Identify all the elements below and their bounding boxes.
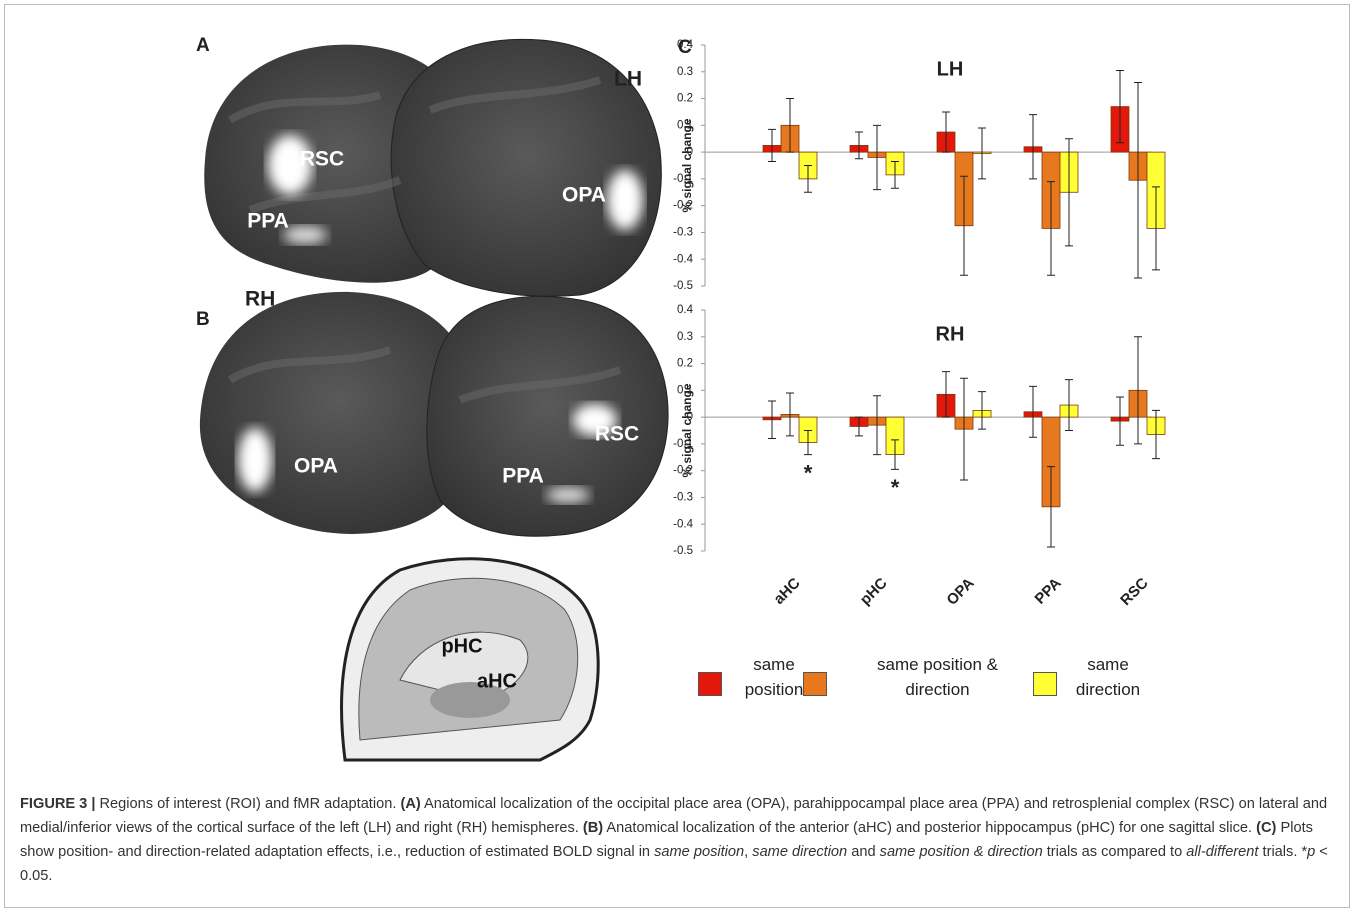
caption-run: Anatomical localization of the anterior … <box>603 820 1256 836</box>
caption-run: same position <box>654 844 744 860</box>
legend-swatch <box>698 672 722 696</box>
legend-swatch <box>1033 672 1057 696</box>
region-label: OPA <box>562 184 606 207</box>
caption-run: all-different <box>1186 844 1258 860</box>
hemisphere-label: LH <box>614 68 642 91</box>
panel-label: B <box>196 309 210 330</box>
x-tick-label: PPA <box>1032 574 1065 607</box>
brain-rh <box>200 292 668 536</box>
chart-title: RH <box>936 323 965 345</box>
y-tick-label: 0.4 <box>677 39 694 51</box>
region-label: pHC <box>441 635 482 657</box>
sagittal-slice <box>342 559 599 760</box>
y-tick-label: -0.4 <box>673 518 693 530</box>
caption-run: and <box>847 844 879 860</box>
chart-title: LH <box>937 58 964 80</box>
legend-label: same position & direction <box>845 652 1030 702</box>
caption-run: (A) <box>400 796 420 812</box>
region-label: aHC <box>477 670 517 692</box>
region-label: RSC <box>595 423 639 446</box>
y-axis-label: % signal change <box>680 118 694 212</box>
region-label: OPA <box>294 455 338 478</box>
region-label: PPA <box>502 465 544 488</box>
y-axis-label: % signal change <box>680 383 694 477</box>
significance-marker: * <box>804 460 813 485</box>
caption: FIGURE 3 | Regions of interest (ROI) and… <box>20 792 1330 888</box>
caption-run: same direction <box>752 844 847 860</box>
caption-run: FIGURE 3 | <box>20 796 95 812</box>
caption-run: same position & direction <box>880 844 1043 860</box>
legend-swatch <box>803 672 827 696</box>
y-tick-label: -0.3 <box>673 491 693 503</box>
hemisphere-label: RH <box>245 288 275 311</box>
region-label: PPA <box>247 210 289 233</box>
y-tick-label: 0.3 <box>677 66 693 78</box>
x-tick-label: RSC <box>1117 574 1152 609</box>
y-tick-label: -0.5 <box>673 280 693 292</box>
x-tick-label: pHC <box>857 574 891 608</box>
significance-marker: * <box>891 475 900 500</box>
brain-lh <box>204 39 661 296</box>
panel-label: A <box>196 35 210 56</box>
legend-label: same direction <box>1058 652 1158 702</box>
y-tick-label: 0.3 <box>677 331 693 343</box>
y-tick-label: 0.2 <box>677 93 693 105</box>
region-label: RSC <box>300 148 344 171</box>
x-tick-label: aHC <box>770 575 803 608</box>
x-tick-label: OPA <box>943 575 977 609</box>
caption-run: (C) <box>1256 820 1276 836</box>
y-tick-label: -0.3 <box>673 226 693 238</box>
y-tick-label: 0.2 <box>677 358 693 370</box>
caption-run: Regions of interest (ROI) and fMR adapta… <box>95 796 400 812</box>
caption-run: trials as compared to <box>1043 844 1187 860</box>
caption-run: (B) <box>583 820 603 836</box>
y-tick-label: -0.5 <box>673 545 693 557</box>
y-tick-label: 0.4 <box>677 304 694 316</box>
y-tick-label: -0.4 <box>673 253 693 265</box>
caption-run: trials. * <box>1258 844 1307 860</box>
